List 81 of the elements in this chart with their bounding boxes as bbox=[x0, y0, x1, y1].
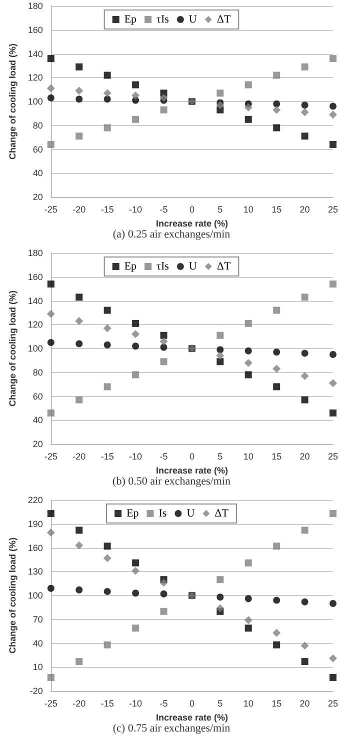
y-tick-label: 140 bbox=[28, 296, 43, 306]
x-tick-label: 5 bbox=[218, 452, 223, 462]
y-tick-label: 10 bbox=[32, 662, 43, 672]
y-tick-label: 120 bbox=[28, 72, 43, 83]
legend-label: Ep bbox=[124, 260, 138, 272]
y-tick-label: 20 bbox=[32, 439, 43, 449]
y-tick-label: 100 bbox=[28, 96, 43, 106]
y-tick-label: 160 bbox=[28, 24, 43, 35]
legend-label: τIs bbox=[156, 14, 169, 26]
x-axis-title: Increase rate (%) bbox=[156, 465, 228, 476]
y-tick-label: 100 bbox=[28, 590, 43, 600]
y-tick-label: 40 bbox=[32, 638, 43, 648]
x-tick-label: -15 bbox=[100, 204, 114, 214]
y-tick-label: -20 bbox=[30, 686, 43, 696]
y-tick-label: 100 bbox=[28, 344, 43, 354]
x-tick-label: -5 bbox=[160, 204, 168, 214]
x-tick-label: 25 bbox=[328, 204, 338, 214]
y-tick-label: 190 bbox=[28, 518, 43, 529]
y-tick-label: 160 bbox=[28, 272, 43, 282]
y-tick-label: 120 bbox=[28, 320, 43, 330]
legend-label: Ep bbox=[126, 508, 140, 520]
x-tick-label: 25 bbox=[328, 452, 338, 462]
x-tick-label: 25 bbox=[328, 698, 338, 708]
legend-label: U bbox=[188, 260, 197, 272]
y-tick-label: 220 bbox=[28, 495, 43, 505]
y-tick-label: 140 bbox=[28, 48, 43, 59]
x-tick-label: 5 bbox=[218, 204, 223, 214]
x-tick-label: 15 bbox=[272, 698, 282, 708]
x-tick-label: -10 bbox=[129, 204, 142, 214]
text: (c) 0.75 air exchanges/min bbox=[112, 722, 231, 734]
legend-label: Ep bbox=[124, 14, 138, 26]
x-tick-label: -5 bbox=[160, 698, 168, 708]
text: (a) 0.25 air exchanges/min bbox=[112, 228, 231, 240]
x-tick-label: 20 bbox=[300, 452, 310, 462]
y-axis-title: Change of cooling load (%) bbox=[8, 290, 18, 406]
x-tick-label: -20 bbox=[72, 204, 86, 214]
y-tick-label: 130 bbox=[28, 566, 43, 577]
y-tick-label: 70 bbox=[32, 614, 43, 624]
x-tick-label: -15 bbox=[100, 452, 114, 462]
x-tick-label: -20 bbox=[72, 698, 86, 708]
x-tick-label: 5 bbox=[218, 698, 223, 708]
x-tick-label: 15 bbox=[272, 452, 282, 462]
x-tick-label: -15 bbox=[100, 698, 114, 708]
y-axis-title: Change of cooling load (%) bbox=[8, 44, 18, 160]
y-axis-title: Change of cooling load (%) bbox=[8, 538, 18, 654]
x-tick-label: -5 bbox=[160, 452, 168, 462]
x-tick-label: 10 bbox=[243, 698, 254, 708]
legend-label: Is bbox=[158, 508, 167, 520]
y-tick-label: 60 bbox=[32, 144, 43, 154]
x-axis-title: Increase rate (%) bbox=[156, 218, 228, 228]
x-axis-title: Increase rate (%) bbox=[156, 712, 228, 722]
text: (b) 0.50 air exchanges/min bbox=[112, 476, 231, 488]
y-tick-label: 180 bbox=[28, 1, 43, 11]
x-tick-label: 10 bbox=[243, 452, 254, 462]
y-tick-label: 180 bbox=[28, 248, 43, 258]
x-tick-label: -20 bbox=[72, 452, 86, 462]
x-tick-label: 0 bbox=[189, 452, 194, 462]
x-tick-label: -10 bbox=[129, 698, 142, 708]
x-tick-label: 10 bbox=[243, 204, 254, 214]
legend-label: τIs bbox=[156, 260, 169, 272]
legend-label: U bbox=[188, 14, 197, 26]
y-tick-label: 40 bbox=[32, 415, 43, 426]
y-tick-label: 80 bbox=[32, 367, 43, 378]
y-tick-label: 80 bbox=[32, 120, 43, 130]
y-tick-label: 40 bbox=[32, 168, 43, 178]
y-tick-label: 60 bbox=[32, 391, 43, 402]
x-tick-label: 15 bbox=[272, 204, 282, 214]
x-tick-label: -25 bbox=[44, 452, 58, 462]
y-tick-label: 160 bbox=[28, 542, 43, 553]
legend-label: ΔT bbox=[216, 260, 231, 272]
legend-label: ΔT bbox=[214, 508, 229, 520]
x-tick-label: 0 bbox=[189, 698, 194, 708]
x-tick-label: 20 bbox=[300, 698, 310, 708]
legend-label: U bbox=[186, 508, 195, 520]
x-tick-label: -25 bbox=[44, 204, 58, 214]
x-tick-label: -25 bbox=[44, 698, 58, 708]
legend-label: ΔT bbox=[216, 14, 231, 26]
y-tick-label: 20 bbox=[32, 192, 43, 202]
x-tick-label: -10 bbox=[129, 452, 142, 462]
x-tick-label: 20 bbox=[300, 204, 310, 214]
x-tick-label: 0 bbox=[189, 204, 194, 214]
